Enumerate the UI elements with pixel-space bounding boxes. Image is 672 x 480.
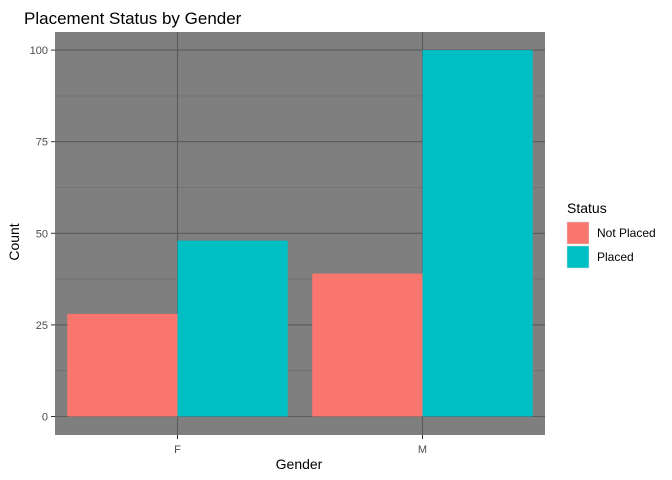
y-tick-label: 0	[42, 412, 48, 424]
legend-key-not-placed	[566, 221, 590, 245]
legend-label: Placed	[597, 250, 634, 264]
y-axis-ticks: 0 25 50 75 100	[30, 45, 55, 424]
y-tick-label: 75	[36, 137, 48, 149]
y-tick-label: 50	[36, 228, 48, 240]
legend-label: Not Placed	[597, 226, 656, 240]
bar-not-placed-f	[67, 313, 178, 417]
legend: Status Not Placed Placed	[566, 200, 656, 269]
chart-title: Placement Status by Gender	[24, 9, 242, 28]
bar-not-placed-m	[312, 273, 423, 417]
y-axis-title: Count	[6, 223, 22, 260]
bar-placed-f	[177, 240, 288, 417]
x-tick-label: F	[174, 444, 181, 456]
legend-title: Status	[567, 200, 607, 216]
bars	[67, 50, 533, 417]
y-tick-label: 100	[30, 45, 48, 57]
legend-key-placed	[566, 245, 590, 269]
x-axis-title: Gender	[276, 456, 323, 472]
bar-placed-m	[422, 50, 533, 417]
y-tick-label: 25	[36, 320, 48, 332]
x-tick-label: M	[418, 444, 427, 456]
